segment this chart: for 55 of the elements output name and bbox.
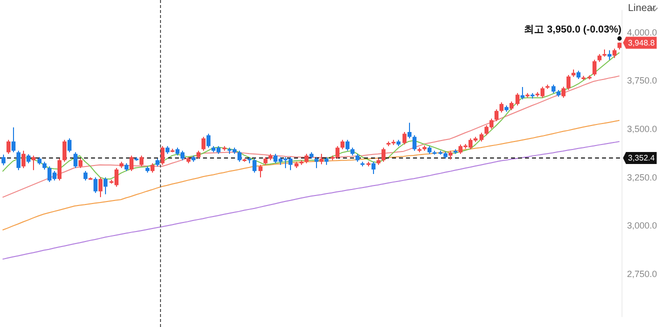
candlestick bbox=[340, 139, 344, 150]
candlestick bbox=[592, 59, 596, 76]
candlestick bbox=[16, 150, 20, 171]
text: Linear bbox=[628, 2, 656, 14]
candlestick bbox=[84, 170, 88, 182]
candlestick bbox=[150, 162, 154, 174]
candlestick bbox=[346, 139, 350, 152]
candlestick bbox=[314, 156, 318, 169]
y-tick-label: 2,750.0 bbox=[627, 268, 658, 279]
candlestick bbox=[2, 154, 6, 166]
candlestick bbox=[382, 147, 386, 162]
candlestick bbox=[500, 102, 504, 113]
text: 3,948.8 bbox=[628, 38, 655, 48]
candlestick bbox=[22, 150, 26, 169]
candlestick bbox=[608, 50, 612, 60]
candlestick bbox=[412, 134, 416, 152]
candlestick bbox=[94, 176, 98, 194]
candlestick bbox=[6, 139, 10, 154]
candlestick bbox=[12, 126, 16, 153]
y-tick-label: 3,500.0 bbox=[627, 124, 658, 134]
candlestick bbox=[68, 138, 72, 153]
candlestick bbox=[336, 146, 340, 160]
y-tick-label: 3,250.0 bbox=[627, 172, 658, 182]
candlestick bbox=[252, 158, 256, 174]
y-tick-label: 3,000.0 bbox=[627, 220, 658, 231]
y-tick-label: 3,750.0 bbox=[627, 76, 658, 86]
candlestick bbox=[304, 153, 308, 164]
candlestick bbox=[160, 146, 164, 166]
candlestick bbox=[566, 74, 570, 90]
candlestick bbox=[612, 48, 616, 58]
y-tick-label: 4,000.0 bbox=[627, 27, 658, 38]
candlestick bbox=[402, 131, 406, 146]
candlestick bbox=[140, 155, 144, 167]
candlestick bbox=[372, 161, 376, 174]
candlestick bbox=[98, 176, 102, 198]
candlestick bbox=[238, 150, 242, 162]
candlestick bbox=[258, 164, 262, 178]
ref-line-label: 3,352.4 bbox=[628, 154, 656, 163]
candlestick bbox=[58, 158, 62, 182]
candlestick bbox=[78, 158, 82, 168]
annotation: 최고 3,950.0 (-0.03%) bbox=[524, 24, 622, 36]
candlestick bbox=[202, 136, 206, 152]
candlestick bbox=[32, 155, 36, 171]
candlestick bbox=[206, 133, 210, 148]
candlestick bbox=[74, 152, 78, 168]
candlestick bbox=[408, 122, 412, 139]
candlestick bbox=[320, 153, 324, 165]
candlestick bbox=[130, 155, 134, 172]
candlestick bbox=[494, 108, 498, 122]
candlestick bbox=[516, 92, 520, 106]
candlestick bbox=[520, 86, 524, 100]
candlestick bbox=[26, 154, 30, 164]
candlestick bbox=[562, 86, 566, 98]
candlestick bbox=[62, 139, 66, 162]
candlestick bbox=[104, 176, 108, 195]
